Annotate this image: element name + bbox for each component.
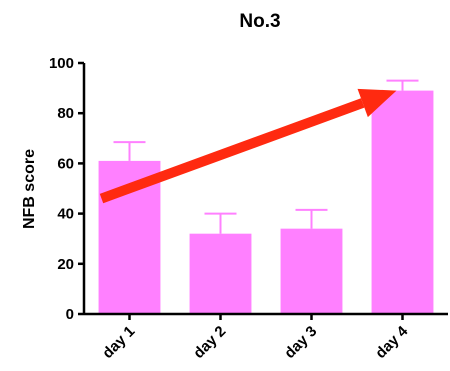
x-tick-label: day 3 — [281, 323, 320, 362]
y-tick-label: 0 — [66, 306, 74, 323]
error-bar-day-2 — [204, 212, 237, 234]
y-tick-label: 80 — [57, 105, 74, 122]
error-bar-day-3 — [295, 208, 328, 229]
trend-arrow — [99, 88, 397, 204]
annotation-group — [99, 88, 397, 204]
error-bar-day-1 — [113, 141, 146, 161]
bar-day-3 — [280, 228, 343, 314]
x-tick-label: day 2 — [190, 323, 229, 362]
y-tick-label: 40 — [57, 206, 74, 223]
y-tick-label: 20 — [57, 256, 74, 273]
chart-title: No.3 — [239, 11, 280, 32]
x-tick-label: day 1 — [99, 323, 138, 362]
y-axis-label: NFB score — [21, 149, 38, 229]
bar-day-4 — [371, 90, 434, 314]
error-bar-day-4 — [386, 79, 419, 91]
bar-day-2 — [189, 233, 252, 314]
y-tick-label: 100 — [49, 55, 74, 72]
x-tick-label: day 4 — [372, 322, 412, 362]
y-tick-label: 60 — [57, 155, 74, 172]
bars-group — [98, 90, 434, 314]
error-bars-group — [113, 79, 419, 234]
